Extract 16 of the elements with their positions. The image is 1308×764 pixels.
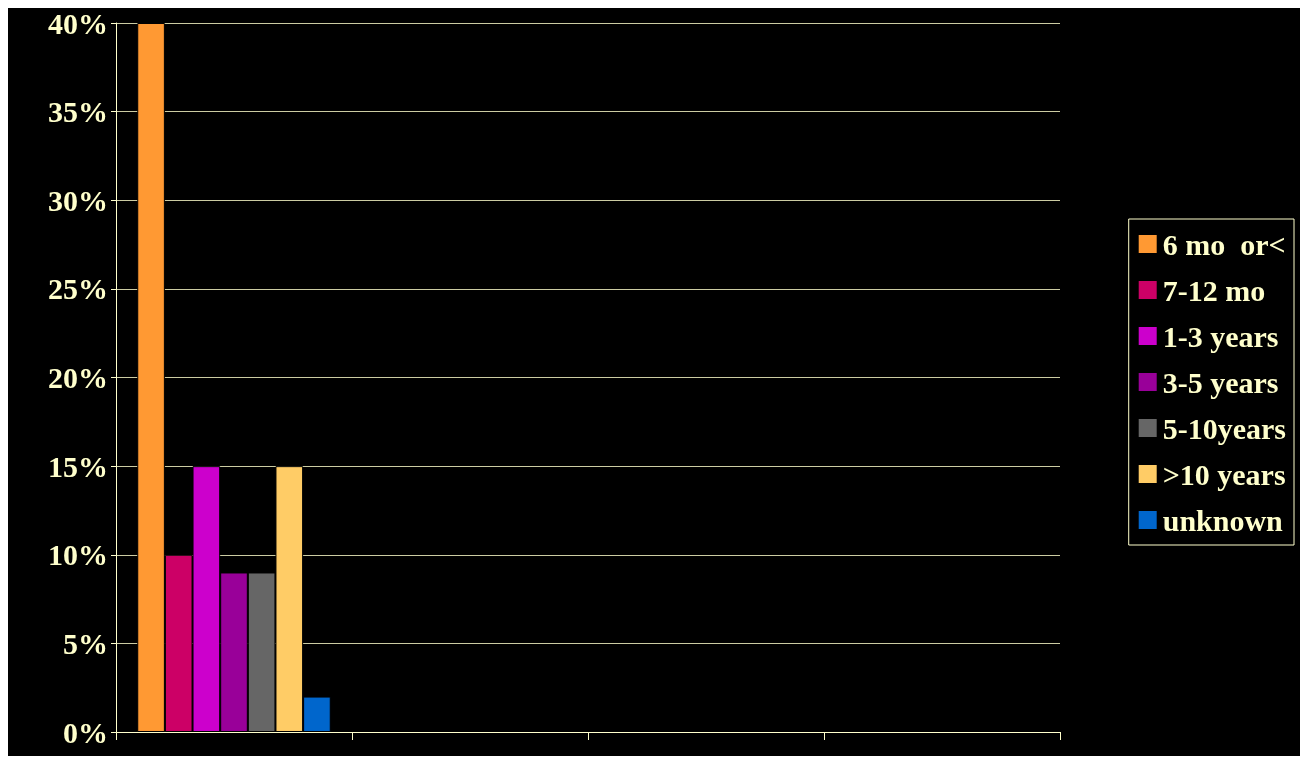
- y-tick-label: 0%: [63, 715, 108, 749]
- legend-label: 6 mo or<: [1162, 227, 1286, 261]
- legend-label: 5-10years: [1162, 411, 1286, 445]
- legend-label: >10 years: [1162, 457, 1286, 491]
- legend-label: 7-12 mo: [1162, 273, 1266, 307]
- legend-label: unknown: [1162, 503, 1284, 537]
- y-tick-label: 25%: [48, 272, 108, 306]
- y-tick-label: 10%: [48, 538, 108, 572]
- y-tick-label: 30%: [48, 183, 108, 217]
- y-tick-label: 40%: [48, 6, 108, 40]
- legend-label: 1-3 years: [1162, 319, 1279, 353]
- legend-label: 3-5 years: [1162, 365, 1279, 399]
- y-tick-label: 15%: [48, 449, 108, 483]
- y-tick-label: 5%: [63, 626, 108, 660]
- y-tick-label: 20%: [48, 361, 108, 394]
- y-tick-label: 35%: [48, 95, 108, 129]
